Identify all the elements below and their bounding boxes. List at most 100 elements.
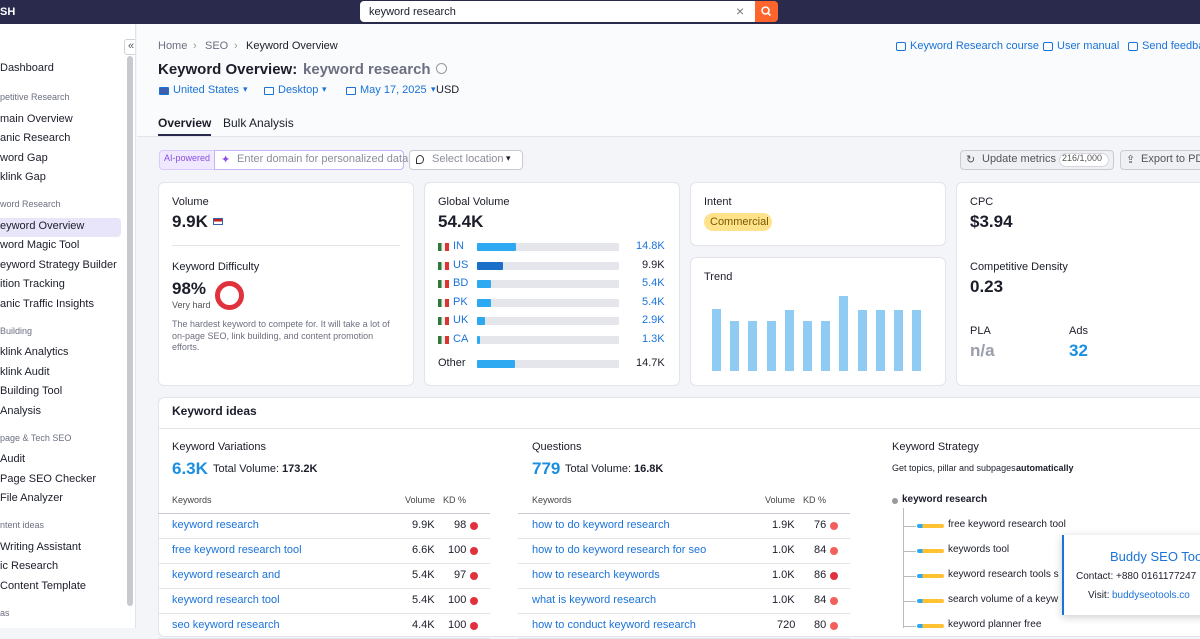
main — [137, 24, 1200, 628]
volume-bar — [477, 298, 492, 307]
strategy-child[interactable]: free keyword research tool — [948, 519, 1066, 530]
keyword-link[interactable]: how to research keywords — [532, 569, 660, 581]
keyword-link[interactable]: seo keyword research — [172, 619, 280, 631]
kd-description: on-page SEO, link building, and content … — [172, 330, 374, 341]
nav-item[interactable]: Dashboard — [0, 62, 54, 74]
volume-bar — [477, 317, 485, 326]
nav-item[interactable]: Writing Assistant — [0, 540, 82, 553]
nav-item[interactable]: Page SEO Checker — [0, 472, 96, 485]
nav-item[interactable]: Analysis — [0, 404, 41, 417]
strategy-child[interactable]: keyword research tools s — [948, 569, 1059, 580]
search-box[interactable]: keyword research × — [360, 1, 756, 22]
column-header: Keywords — [532, 495, 572, 505]
nav-item[interactable]: word Gap — [0, 151, 48, 164]
bar-track — [477, 243, 619, 251]
column-header: Keywords — [172, 495, 212, 505]
bar-track — [477, 298, 619, 307]
keyword-volume: 5.4K — [412, 569, 435, 581]
nav-item[interactable]: eyword Strategy Builder — [0, 258, 117, 271]
ads-value: 32 — [1069, 341, 1088, 360]
ai-badge-text: AI-powered — [164, 153, 211, 163]
keyword-link[interactable]: free keyword research tool — [172, 544, 302, 556]
keyword-volume: 6.6K — [412, 544, 435, 556]
filter-icon — [264, 87, 274, 95]
domain-input[interactable] — [214, 150, 404, 170]
global-value: 54.4K — [438, 212, 484, 231]
keyword-link[interactable]: keyword research and — [172, 569, 281, 581]
row-line — [518, 513, 850, 514]
country-code[interactable]: IN — [453, 240, 464, 252]
keyword-link[interactable]: keyword research — [172, 519, 259, 531]
keyword-kd: 100 — [448, 619, 467, 631]
country-volume: 5.4K — [642, 295, 665, 308]
add-icon[interactable] — [436, 63, 447, 74]
header-link[interactable]: Keyword Research course — [910, 40, 1040, 52]
location-select[interactable] — [409, 150, 523, 170]
kd-value: 98% — [172, 279, 207, 298]
clear-icon[interactable]: × — [736, 3, 745, 19]
nav-item[interactable]: ic Research — [0, 560, 59, 572]
keyword-kd: 97 — [454, 569, 467, 581]
search-button[interactable] — [755, 1, 778, 22]
volume-value: 9.9K — [172, 212, 208, 231]
tree-node — [892, 498, 898, 504]
nav-item[interactable]: File Analyzer — [0, 492, 63, 504]
keyword-link[interactable]: how to do keyword research for seo — [532, 544, 707, 556]
tab[interactable]: Bulk Analysis — [223, 116, 294, 130]
card-label: Trend — [704, 271, 733, 283]
nav-item[interactable]: Audit — [0, 453, 26, 465]
header-link[interactable]: Send feedba — [1142, 40, 1200, 52]
nav-item[interactable]: ition Tracking — [0, 278, 65, 290]
export-button[interactable] — [1120, 150, 1200, 170]
keyword-link[interactable]: how to conduct keyword research — [532, 619, 696, 631]
nav-item[interactable]: klink Analytics — [0, 346, 69, 358]
nav-item[interactable]: klink Gap — [0, 171, 46, 183]
nav-item[interactable]: main Overview — [0, 112, 73, 125]
country-code[interactable]: US — [453, 258, 469, 271]
country-volume: 14.7K — [636, 357, 665, 369]
nav-item[interactable]: Content Template — [0, 579, 87, 592]
logo: SH — [0, 6, 16, 18]
filter[interactable]: Desktop — [278, 84, 319, 96]
kd-dot — [470, 522, 478, 530]
country-code[interactable]: UK — [453, 314, 469, 327]
strategy-child[interactable]: keyword planner free — [948, 619, 1042, 630]
card-label: PLA — [970, 325, 991, 337]
keyword-volume: 9.9K — [412, 519, 435, 531]
nav-item[interactable]: word Magic Tool — [0, 239, 80, 251]
nav-item[interactable]: anic Research — [0, 132, 71, 144]
breadcrumb[interactable]: SEO — [205, 40, 229, 52]
row-line — [518, 538, 850, 539]
card-label: Intent — [704, 196, 732, 208]
row-line — [518, 613, 850, 614]
keyword-link[interactable]: what is keyword research — [532, 594, 657, 606]
promo-site[interactable]: buddyseotools.co — [1112, 590, 1190, 601]
keyword-volume: 720 — [777, 619, 796, 631]
filter[interactable]: May 17, 2025 — [360, 84, 427, 96]
country-code[interactable]: BD — [453, 277, 469, 290]
nav-item[interactable]: anic Traffic Insights — [0, 297, 94, 310]
trend-bar — [912, 310, 922, 371]
flag — [213, 218, 223, 225]
breadcrumb-sep: › — [193, 40, 197, 52]
strategy-child[interactable]: search volume of a keyw — [948, 594, 1059, 605]
country-code[interactable]: CA — [453, 333, 469, 345]
nav-item[interactable]: klink Audit — [0, 365, 50, 378]
card-label: Global Volume — [438, 196, 510, 208]
nav-item[interactable]: eyword Overview — [0, 219, 85, 232]
keyword-link[interactable]: how to do keyword research — [532, 519, 670, 531]
page-query: keyword research — [303, 61, 431, 78]
caret: ▾ — [431, 84, 436, 94]
tab-underline — [158, 134, 211, 136]
country-code[interactable]: PK — [453, 295, 468, 308]
breadcrumb[interactable]: Home — [158, 40, 188, 52]
nav-item[interactable]: Building Tool — [0, 385, 63, 397]
collapse-button[interactable]: « — [124, 39, 135, 55]
tab[interactable]: Overview — [158, 116, 212, 130]
header-link[interactable]: User manual — [1057, 40, 1120, 52]
sparkle-icon: ✦ — [221, 154, 231, 166]
keyword-link[interactable]: keyword research tool — [172, 594, 280, 606]
country-code: Other — [438, 357, 466, 369]
filter[interactable]: United States — [173, 84, 240, 96]
strategy-child[interactable]: keywords tool — [948, 544, 1010, 555]
